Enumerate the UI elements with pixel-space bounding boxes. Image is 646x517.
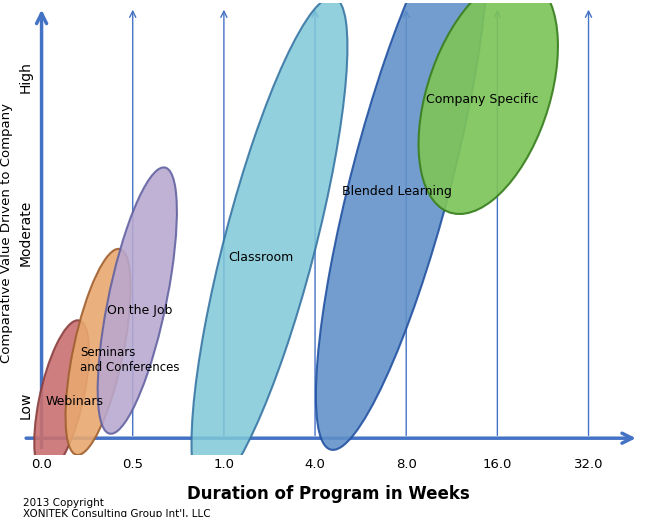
- Text: 4.0: 4.0: [305, 458, 326, 471]
- Text: 0.5: 0.5: [122, 458, 143, 471]
- Text: Webinars: Webinars: [45, 394, 103, 408]
- Text: High: High: [18, 61, 32, 93]
- Ellipse shape: [98, 168, 177, 434]
- Ellipse shape: [419, 0, 558, 214]
- Ellipse shape: [65, 249, 130, 455]
- Ellipse shape: [191, 0, 348, 493]
- Text: Blended Learning: Blended Learning: [342, 185, 452, 198]
- Text: Comparative Value Driven to Company: Comparative Value Driven to Company: [1, 103, 14, 363]
- Text: 2013 Copyright
XONITEK Consulting Group Int'l, LLC: 2013 Copyright XONITEK Consulting Group …: [23, 498, 211, 517]
- Text: Moderate: Moderate: [18, 200, 32, 266]
- Text: Company Specific: Company Specific: [426, 93, 539, 106]
- Text: Low: Low: [18, 392, 32, 419]
- Ellipse shape: [316, 0, 488, 450]
- Text: 1.0: 1.0: [213, 458, 234, 471]
- Text: 32.0: 32.0: [574, 458, 603, 471]
- Text: Duration of Program in Weeks: Duration of Program in Weeks: [187, 485, 470, 504]
- Text: Seminars
and Conferences: Seminars and Conferences: [80, 346, 180, 374]
- Text: On the Job: On the Job: [107, 305, 172, 317]
- Ellipse shape: [34, 321, 89, 474]
- Text: 8.0: 8.0: [396, 458, 417, 471]
- Text: Classroom: Classroom: [229, 251, 294, 264]
- Text: 16.0: 16.0: [483, 458, 512, 471]
- Text: 0.0: 0.0: [31, 458, 52, 471]
